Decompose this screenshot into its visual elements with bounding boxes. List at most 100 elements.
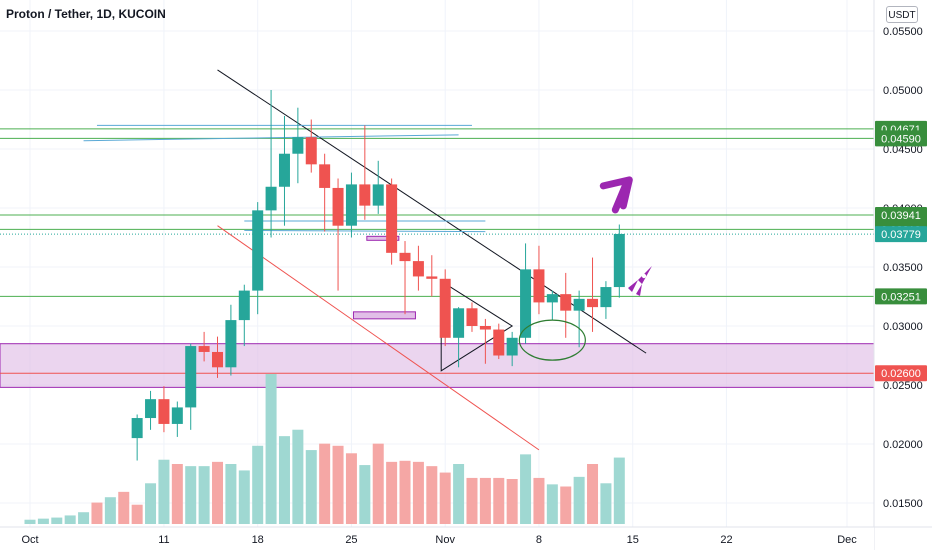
candle-body <box>412 261 424 277</box>
volume-bar <box>426 466 438 524</box>
rocket-window <box>641 273 647 279</box>
y-tick-label: 0.05500 <box>883 26 923 38</box>
volume-bar <box>225 464 237 524</box>
volume-bar <box>305 450 317 524</box>
price-tag <box>875 226 927 243</box>
candle-body <box>372 184 384 206</box>
range-box <box>366 235 400 241</box>
volume-bar <box>453 464 465 524</box>
candle-body <box>158 399 170 424</box>
price-tag-label: 0.02600 <box>881 368 921 380</box>
volume-bar <box>520 454 532 524</box>
volume-bar <box>546 484 558 524</box>
candle-body <box>225 320 237 368</box>
volume-bar <box>533 477 545 524</box>
candle-body <box>238 290 250 321</box>
candle-body <box>506 337 518 356</box>
volume-bar <box>64 515 76 524</box>
volume-bar <box>158 459 170 524</box>
candle-body <box>453 308 465 338</box>
volume-bar <box>145 483 157 524</box>
candle-body <box>332 187 344 226</box>
candle-body <box>265 186 277 211</box>
volume-bar <box>292 429 304 524</box>
y-tick-label: 0.02500 <box>883 380 923 392</box>
candle-body <box>520 269 532 338</box>
chart-title: Proton / Tether, 1D, KUCOIN <box>6 7 166 21</box>
candle-body <box>560 294 572 311</box>
volume-bar <box>78 512 90 524</box>
y-tick-label: 0.04500 <box>883 144 923 156</box>
volume-bar <box>265 374 277 524</box>
volume-bar <box>613 457 625 524</box>
volume-bar <box>118 491 130 524</box>
y-tick-label: 0.05000 <box>883 85 923 97</box>
candle-body <box>493 329 505 356</box>
volume-bar <box>412 461 424 524</box>
y-tick-label: 0.03000 <box>883 321 923 333</box>
candle-body <box>399 252 411 262</box>
price-tag <box>875 206 927 223</box>
candle-body <box>292 137 304 154</box>
x-tick-label: Oct <box>21 534 38 546</box>
trend-line <box>217 69 647 354</box>
candle-body <box>145 399 157 419</box>
candle-body <box>131 418 143 439</box>
price-tag-label: 0.04590 <box>881 133 921 145</box>
volume-bar <box>198 466 210 524</box>
y-tick-label: 0.03500 <box>883 262 923 274</box>
candle-body <box>600 287 612 308</box>
volume-bar <box>479 477 491 524</box>
volume-bar <box>506 479 518 524</box>
candle-body <box>212 351 224 368</box>
candle-body <box>573 298 585 311</box>
volume-bar <box>238 470 250 524</box>
candle-body <box>466 308 478 326</box>
candle-body <box>252 210 264 291</box>
volume-bar <box>131 504 143 524</box>
volume-bar <box>104 497 116 524</box>
volume-bar <box>386 461 398 524</box>
candle-body <box>278 153 290 187</box>
highlight-ellipse <box>518 319 586 361</box>
candle-body <box>613 233 625 288</box>
currency-button[interactable]: USDT <box>886 6 918 23</box>
volume-bar <box>359 465 371 524</box>
volume-bar <box>466 477 478 524</box>
volume-bar <box>439 472 451 524</box>
candle-body <box>546 294 558 303</box>
volume-bar <box>212 461 224 524</box>
volume-bar <box>560 486 572 524</box>
x-tick-label: Nov <box>435 534 455 546</box>
candle-body <box>587 298 599 308</box>
volume-bar <box>345 453 357 524</box>
price-axis <box>874 0 932 550</box>
trend-line <box>217 225 540 451</box>
candle-body <box>185 346 197 408</box>
volume-bar <box>278 436 290 524</box>
price-tag-label: 0.03251 <box>881 291 921 303</box>
candle-body <box>533 269 545 303</box>
support-zone <box>0 343 875 388</box>
volume-bar <box>37 518 49 524</box>
candle-body <box>426 276 438 279</box>
candle-body <box>305 137 317 165</box>
price-tag-label: 0.03779 <box>881 229 921 241</box>
y-tick-label: 0.01500 <box>883 498 923 510</box>
candle-body <box>171 407 183 424</box>
trend-line <box>244 229 486 233</box>
y-tick-label: 0.02000 <box>883 439 923 451</box>
volume-bar <box>252 445 264 524</box>
candle-body <box>198 346 210 352</box>
x-tick-label: 22 <box>720 534 732 546</box>
candle-body <box>439 278 451 338</box>
candle-body <box>479 326 491 330</box>
rocket-icon <box>628 266 652 296</box>
volume-bar <box>493 477 505 524</box>
volume-bar <box>319 443 331 524</box>
candle-body <box>386 184 398 253</box>
volume-bar <box>171 464 183 524</box>
volume-bar <box>332 445 344 524</box>
